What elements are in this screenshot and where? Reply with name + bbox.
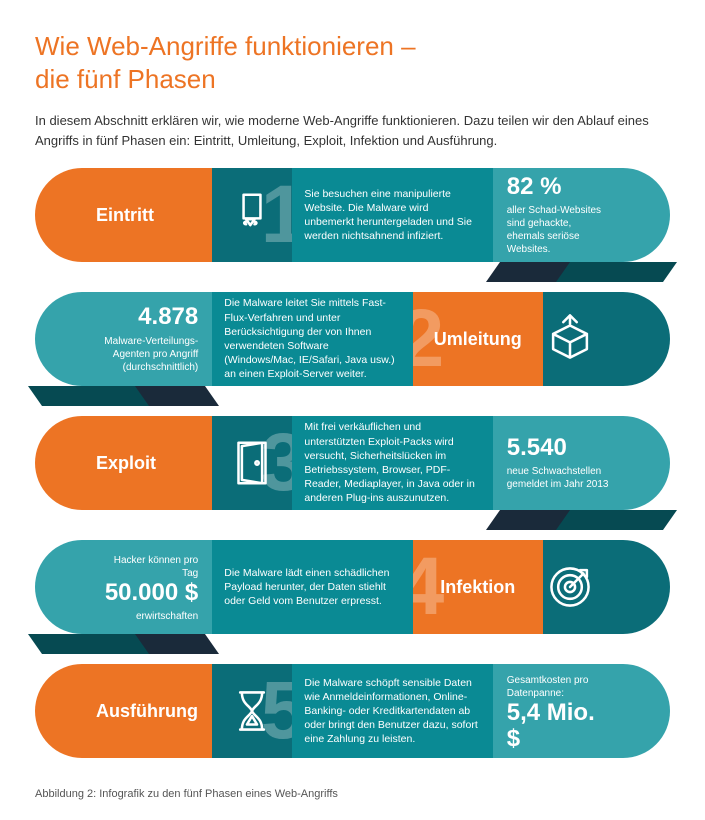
phase-seg: Umleitung2	[413, 292, 543, 386]
connector-shadow	[486, 510, 570, 530]
phase-header: Eintritt	[82, 205, 168, 226]
cap-left	[35, 540, 82, 634]
phase-desc: Mit frei verkäuflichen und unterstützten…	[292, 420, 492, 505]
phase-5: Ausführung5Die Malware schöpft sensible …	[82, 664, 623, 774]
phase-seg: Sie besuchen eine manipulierte Website. …	[292, 168, 492, 262]
cap-left	[35, 664, 82, 758]
phase-seg: Exploit	[82, 416, 212, 510]
phase-stat: 82 %aller Schad-Websites sind gehackte, …	[493, 174, 623, 256]
target-icon	[543, 560, 597, 614]
phase-seg: Mit frei verkäuflichen und unterstützten…	[292, 416, 492, 510]
hourglass-icon	[225, 684, 279, 738]
phase-seg: Die Malware lädt einen schädlichen Paylo…	[212, 540, 412, 634]
phase-4: Hacker können pro Tag50.000 $erwirtschaf…	[82, 540, 623, 650]
cap-left	[35, 168, 82, 262]
connector-shadow	[135, 386, 219, 406]
phase-seg: 1	[212, 168, 292, 262]
phase-row: Hacker können pro Tag50.000 $erwirtschaf…	[82, 540, 623, 634]
phase-row: Exploit 3Mit frei verkäuflichen und unter…	[82, 416, 623, 510]
cap-right	[623, 416, 670, 510]
phase-header: Umleitung	[420, 329, 536, 350]
phase-stat: Gesamtkosten pro Datenpanne:5,4 Mio. $	[493, 670, 623, 753]
phase-seg: 5	[212, 664, 292, 758]
phase-desc: Sie besuchen eine manipulierte Website. …	[292, 187, 492, 244]
door-icon	[225, 436, 279, 490]
phase-desc: Die Malware schöpft sensible Daten wie A…	[292, 676, 492, 747]
phase-seg: 4.878Malware-Verteilungs-Agenten pro Ang…	[82, 292, 212, 386]
phase-row: Eintritt 1Sie besuchen eine manipulierte …	[82, 168, 623, 262]
phase-seg: Hacker können pro Tag50.000 $erwirtschaf…	[82, 540, 212, 634]
phase-stat: Hacker können pro Tag50.000 $erwirtschaf…	[82, 550, 212, 624]
phase-seg: Eintritt	[82, 168, 212, 262]
phase-seg: 5.540neue Schwachstellen gemeldet im Jah…	[493, 416, 623, 510]
phase-header: Infektion	[426, 577, 529, 598]
page-title: Wie Web-Angriffe funktionieren –die fünf…	[35, 30, 670, 95]
phase-desc: Die Malware leitet Sie mittels Fast-Flux…	[212, 296, 412, 381]
cap-right	[623, 540, 670, 634]
phase-stat: 4.878Malware-Verteilungs-Agenten pro Ang…	[82, 304, 212, 373]
phases-container: Eintritt 1Sie besuchen eine manipulierte …	[82, 168, 623, 774]
connector-shadow	[135, 634, 219, 654]
phase-seg	[543, 292, 623, 386]
touch-icon	[225, 188, 279, 242]
phase-seg: Ausführung	[82, 664, 212, 758]
phase-desc: Die Malware lädt einen schädlichen Paylo…	[212, 566, 412, 609]
phase-seg: Gesamtkosten pro Datenpanne:5,4 Mio. $	[493, 664, 623, 758]
intro-text: In diesem Abschnitt erklären wir, wie mo…	[35, 111, 670, 150]
phase-seg: Infektion4	[413, 540, 543, 634]
figure-caption: Abbildung 2: Infografik zu den fünf Phas…	[35, 788, 670, 800]
phase-row: Ausführung5Die Malware schöpft sensible …	[82, 664, 623, 758]
phase-3: Exploit 3Mit frei verkäuflichen und unter…	[82, 416, 623, 526]
cap-left	[35, 292, 82, 386]
cap-right	[623, 664, 670, 758]
phase-header: Exploit	[82, 453, 170, 474]
phase-seg: 3	[212, 416, 292, 510]
phase-seg: 82 %aller Schad-Websites sind gehackte, …	[493, 168, 623, 262]
box-icon	[543, 312, 597, 366]
phase-seg: Die Malware leitet Sie mittels Fast-Flux…	[212, 292, 412, 386]
phase-header: Ausführung	[82, 701, 212, 722]
phase-row: 4.878Malware-Verteilungs-Agenten pro Ang…	[82, 292, 623, 386]
cap-right	[623, 168, 670, 262]
connector-shadow	[486, 262, 570, 282]
phase-stat: 5.540neue Schwachstellen gemeldet im Jah…	[493, 435, 623, 491]
phase-seg: Die Malware schöpft sensible Daten wie A…	[292, 664, 492, 758]
cap-right	[623, 292, 670, 386]
cap-left	[35, 416, 82, 510]
phase-1: Eintritt 1Sie besuchen eine manipulierte …	[82, 168, 623, 278]
phase-2: 4.878Malware-Verteilungs-Agenten pro Ang…	[82, 292, 623, 402]
phase-seg	[543, 540, 623, 634]
